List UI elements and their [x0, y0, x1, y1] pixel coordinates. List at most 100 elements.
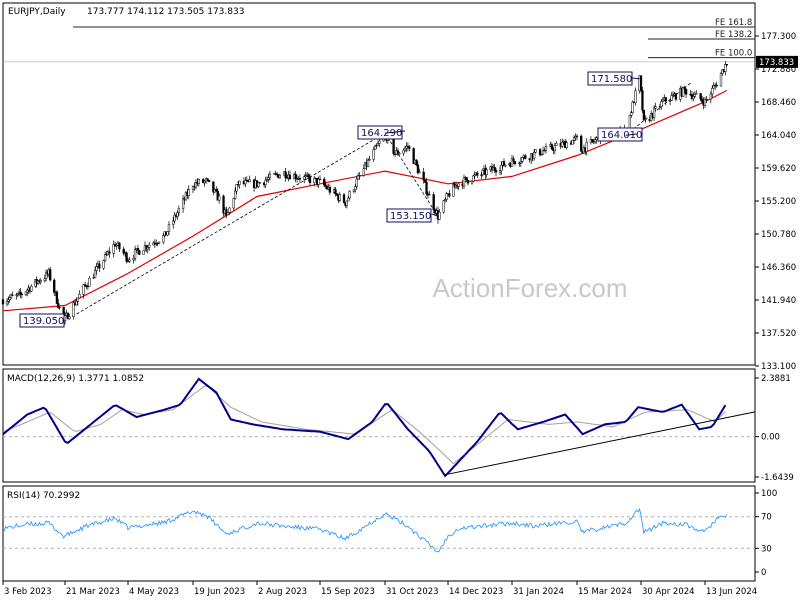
- candle: [405, 142, 408, 153]
- candle: [166, 231, 169, 237]
- candle: [138, 249, 141, 255]
- candle: [177, 205, 181, 216]
- candle: [703, 96, 707, 108]
- candle: [284, 168, 287, 182]
- price-y-tick: 146.360: [761, 263, 796, 273]
- candle: [248, 175, 251, 183]
- candle: [207, 179, 211, 183]
- macd-y-tick: 0.00: [761, 433, 780, 443]
- candle: [58, 306, 61, 310]
- candle: [518, 161, 521, 167]
- candle: [462, 174, 466, 189]
- candle: [313, 175, 316, 187]
- candle: [538, 147, 542, 157]
- candle: [408, 145, 411, 152]
- candle: [162, 233, 165, 245]
- candle: [674, 92, 678, 102]
- candle: [118, 242, 121, 252]
- candle: [575, 134, 579, 141]
- candle: [668, 98, 672, 106]
- price-callouts: 139.050 164.290 153.150 171.580 164.010: [19, 71, 643, 328]
- rsi-y-tick: 30: [761, 544, 772, 554]
- macd-y-tick: 2.3881: [761, 374, 791, 384]
- candlesticks[interactable]: [1, 61, 728, 325]
- candle: [540, 153, 543, 156]
- x-tick-label: 31 Oct 2023: [386, 587, 439, 597]
- rsi-panel-frame: [2, 485, 756, 582]
- candle: [639, 75, 643, 93]
- candle: [132, 254, 135, 264]
- candle: [561, 138, 564, 149]
- candle: [500, 161, 503, 175]
- candle: [226, 211, 230, 216]
- candle: [285, 174, 289, 180]
- candle: [670, 92, 673, 101]
- price-y-tick: 155.200: [761, 197, 796, 207]
- candle: [278, 173, 282, 179]
- price-y-tick: 172.880: [761, 65, 796, 75]
- candle: [203, 180, 206, 187]
- candle: [216, 188, 219, 201]
- candle: [66, 312, 70, 320]
- candle: [473, 171, 476, 179]
- candle: [345, 200, 348, 209]
- candle: [725, 64, 728, 67]
- macd-signal-line: [2, 385, 726, 465]
- svg-text:153.150: 153.150: [390, 211, 431, 222]
- candle: [712, 82, 715, 89]
- candle: [448, 189, 451, 198]
- candle: [265, 176, 269, 183]
- candle: [442, 199, 445, 214]
- candle: [308, 173, 312, 186]
- price-y-tick: 137.520: [761, 329, 796, 339]
- price-y-tick: 133.100: [761, 362, 796, 372]
- candle: [660, 99, 663, 110]
- candle: [152, 241, 155, 246]
- candle: [634, 87, 637, 106]
- candle: [86, 282, 90, 290]
- candle: [709, 90, 712, 104]
- candle: [485, 167, 488, 178]
- price-y-tick: 168.460: [761, 98, 796, 108]
- candle: [671, 91, 675, 96]
- candle: [142, 250, 145, 255]
- candle: [719, 71, 723, 87]
- candle: [466, 180, 470, 186]
- candle: [358, 172, 361, 180]
- candle: [222, 194, 225, 217]
- candle: [534, 149, 537, 154]
- x-tick-label: 3 Feb 2023: [4, 587, 52, 597]
- price-callout: 153.150: [386, 208, 439, 223]
- candle: [502, 158, 506, 167]
- candle: [682, 86, 685, 98]
- candle: [128, 256, 131, 264]
- price-y-tick: 177.300: [761, 32, 796, 42]
- x-tick-label: 15 Sep 2023: [321, 587, 375, 597]
- candle: [294, 170, 297, 183]
- candle: [98, 260, 101, 273]
- candle: [693, 91, 696, 98]
- candle: [298, 174, 302, 184]
- candle: [328, 184, 332, 195]
- candle: [403, 145, 407, 153]
- rsi-y-tick: 0: [761, 568, 766, 578]
- candle: [550, 142, 554, 151]
- candle: [235, 184, 238, 195]
- macd-panel-frame: [2, 368, 756, 483]
- candle: [307, 173, 310, 182]
- svg-text:164.010: 164.010: [601, 130, 642, 141]
- candle: [700, 95, 704, 104]
- fe-label: FE 138.2: [715, 30, 752, 40]
- candle: [122, 246, 125, 256]
- candle: [218, 193, 221, 204]
- candle: [184, 191, 188, 201]
- candle: [173, 212, 176, 224]
- candle: [512, 156, 515, 165]
- candle: [425, 177, 428, 196]
- price-y-tick: 164.040: [761, 131, 796, 141]
- candle: [418, 168, 421, 174]
- x-tick-label: 21 Mar 2023: [66, 587, 120, 597]
- candle: [494, 167, 498, 177]
- candle: [524, 153, 527, 160]
- price-y-tick: 150.780: [761, 230, 796, 240]
